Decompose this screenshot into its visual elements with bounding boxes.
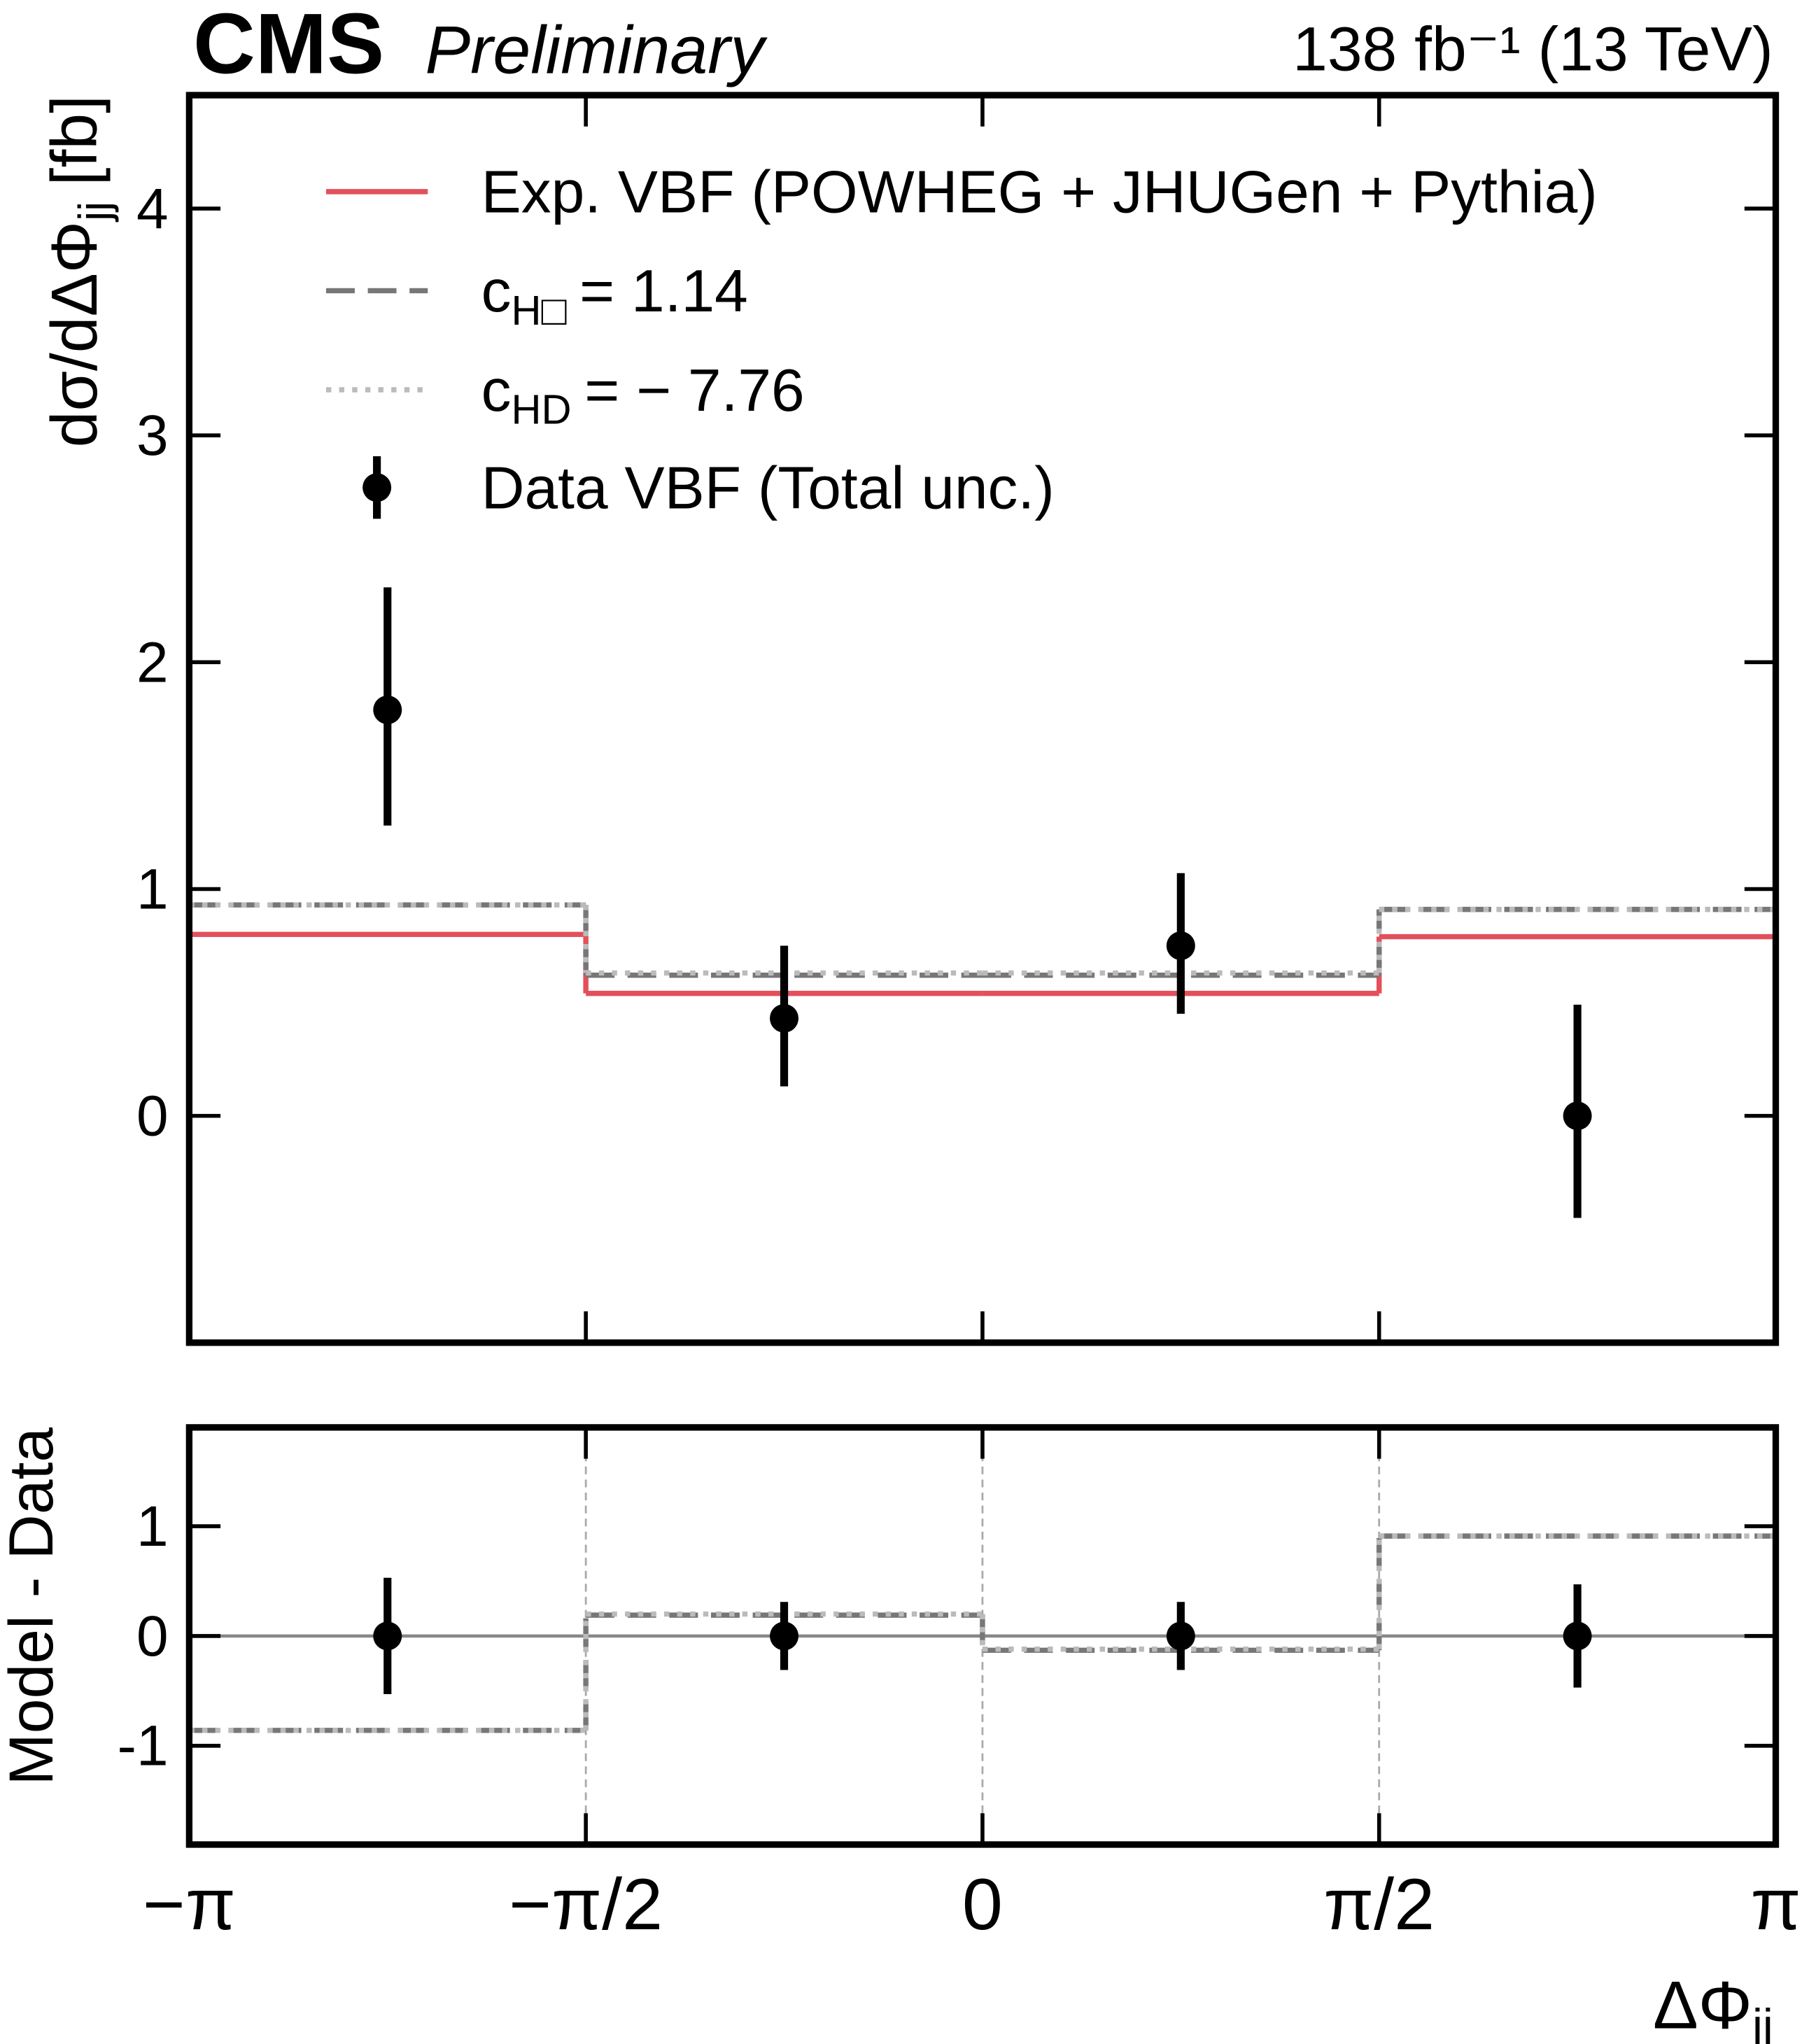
legend-label-rest: = 1.14 bbox=[579, 258, 748, 325]
x-tick-label: −π/2 bbox=[509, 1864, 663, 1945]
legend-label-text: Exp. VBF (POWHEG + JHUGen + Pythia) bbox=[481, 159, 1598, 226]
y-axis-label-unit: [fb] bbox=[38, 95, 111, 185]
status-label: Preliminary bbox=[425, 11, 768, 87]
data-point bbox=[373, 695, 402, 724]
data-point bbox=[1166, 931, 1195, 961]
data-point bbox=[1563, 1101, 1592, 1131]
experiment-label: CMS bbox=[193, 0, 384, 92]
y-tick-label: 0 bbox=[136, 1605, 169, 1668]
x-tick-label: −π bbox=[143, 1864, 236, 1945]
legend-label-text: c bbox=[481, 357, 512, 424]
y-axis-label-text: dσ/dΔΦ bbox=[38, 221, 111, 447]
y-tick-label: 1 bbox=[136, 857, 169, 921]
x-tick-label: π bbox=[1751, 1864, 1801, 1945]
frame bbox=[185, 92, 1780, 1346]
y-tick-label: -1 bbox=[118, 1714, 169, 1778]
data-point bbox=[373, 1621, 402, 1651]
x-axis-label-text: ΔΦ bbox=[1653, 1967, 1752, 2043]
legend-label-sub: HD bbox=[511, 386, 571, 432]
y-axis-label: Model - Data bbox=[0, 1428, 66, 1786]
lumi-label: 138 fb⁻¹ (13 TeV) bbox=[1293, 14, 1773, 84]
y-tick-label: 0 bbox=[136, 1085, 169, 1148]
data-point bbox=[770, 1621, 799, 1651]
legend-label-text: c bbox=[481, 258, 512, 325]
legend-label: Data VBF (Total unc.) bbox=[481, 455, 1055, 522]
data-point bbox=[770, 1003, 799, 1033]
y-tick-label: 2 bbox=[136, 630, 169, 694]
legend-label: cH□ = 1.14 bbox=[481, 258, 748, 334]
x-tick-label: π/2 bbox=[1323, 1864, 1435, 1945]
y-tick-label: 4 bbox=[136, 177, 169, 241]
y-tick-label: 1 bbox=[136, 1495, 169, 1558]
legend-label: Exp. VBF (POWHEG + JHUGen + Pythia) bbox=[481, 159, 1598, 226]
legend-swatch bbox=[362, 473, 392, 502]
legend-label-sub: H□ bbox=[511, 287, 566, 334]
data-point bbox=[1563, 1621, 1592, 1651]
x-axis-label-sub: jj bbox=[1751, 1999, 1773, 2044]
legend-label-rest: = − 7.76 bbox=[584, 357, 804, 424]
y-tick-label: 3 bbox=[136, 404, 169, 467]
panel: -1 0 1 bbox=[118, 1424, 1780, 1848]
data-point bbox=[1166, 1621, 1195, 1651]
panel: 0 1 2 3 4 bbox=[136, 92, 1780, 1346]
y-axis-label-sub: jj bbox=[71, 202, 120, 223]
x-tick-label: 0 bbox=[962, 1864, 1003, 1945]
frame bbox=[185, 1424, 1780, 1848]
x-axis-label: ΔΦjj bbox=[1653, 1967, 1773, 2044]
legend-label: cHD = − 7.76 bbox=[481, 357, 805, 433]
y-axis-label: dσ/dΔΦjj [fb] bbox=[38, 95, 120, 447]
